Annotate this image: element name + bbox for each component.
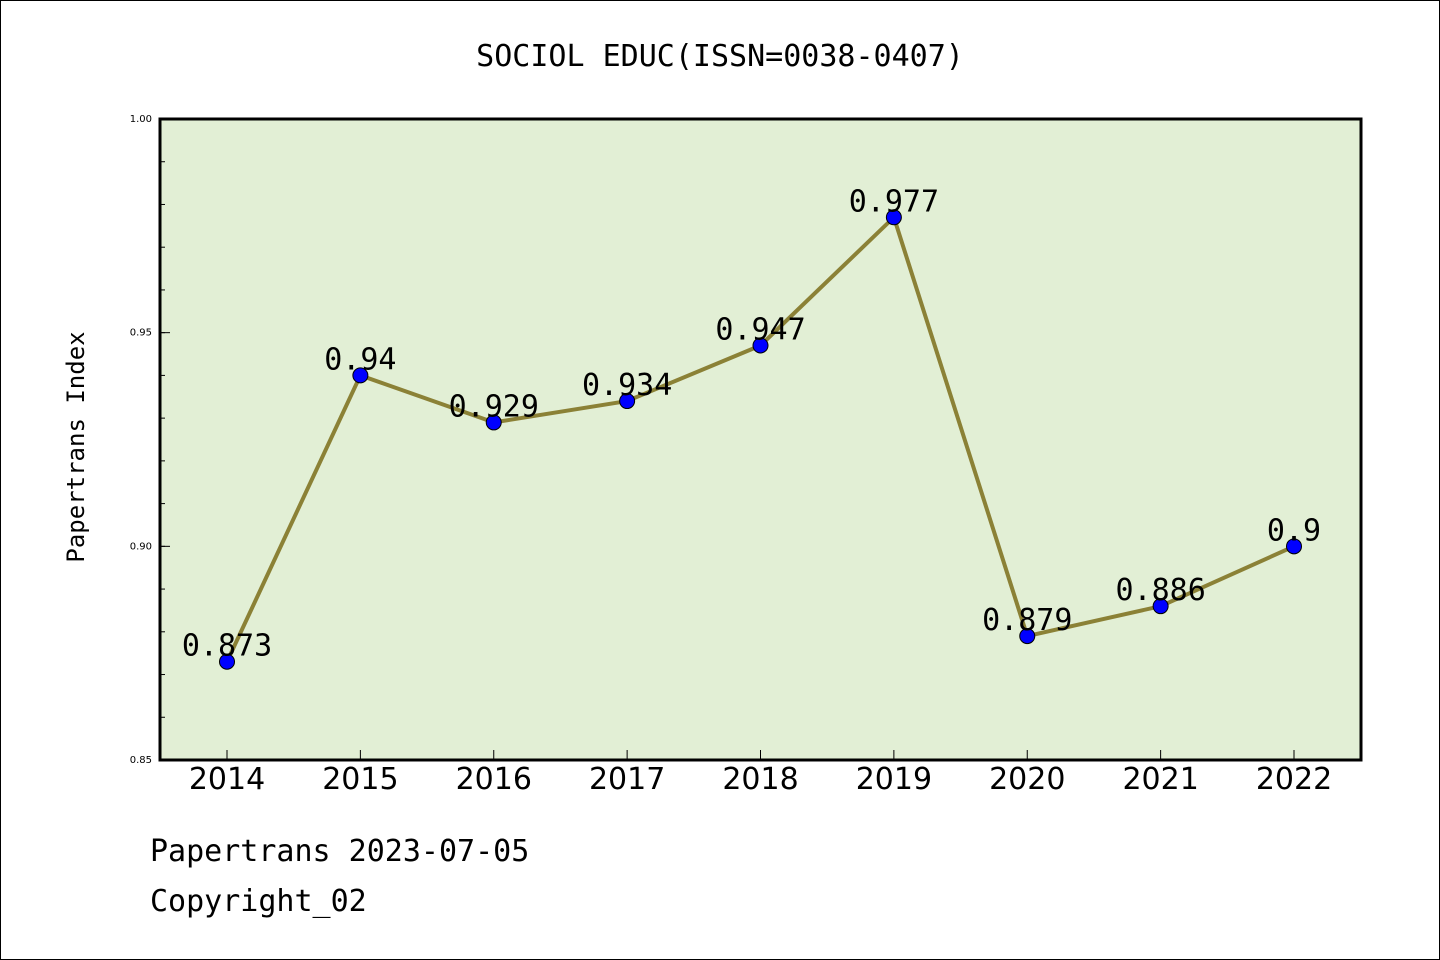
x-tick-label: 2021 <box>1122 762 1198 797</box>
data-point <box>485 414 502 431</box>
x-tick-label: 2018 <box>722 762 798 797</box>
y-axis-label: Papertrans Index <box>62 331 90 562</box>
data-point <box>219 653 235 670</box>
data-point <box>885 209 902 226</box>
data-point <box>619 393 636 410</box>
axis-ticks: 0.85 0.90 0.95 1.00 2014 2015 2016 2017 2018 2019… <box>130 114 1332 797</box>
x-tick-label: 2020 <box>989 762 1065 797</box>
footer-copyright: Copyright_02 <box>150 884 367 919</box>
data-point <box>1152 598 1169 615</box>
x-tick-label: 2014 <box>189 762 265 797</box>
data-label: 0.934 <box>582 368 672 403</box>
plot-area <box>158 117 1363 762</box>
series-layer: 0.873 0.94 0.929 0.934 0.947 0.977 0.879 0.886 0… <box>182 184 1321 670</box>
data-label: 0.879 <box>982 603 1072 638</box>
x-tick-label: 2017 <box>589 762 665 797</box>
data-label: 0.873 <box>182 629 272 664</box>
y-tick-label: 0.85 <box>130 755 152 766</box>
data-label: 0.929 <box>449 389 539 424</box>
x-tick-label: 2015 <box>322 762 398 797</box>
chart-title: SOCIOL EDUC(ISSN=0038-0407) <box>476 39 964 74</box>
data-point <box>752 337 769 354</box>
data-label: 0.886 <box>1115 573 1205 608</box>
y-tick-label: 1.00 <box>130 114 152 125</box>
x-tick-label: 2022 <box>1256 762 1332 797</box>
x-tick-label: 2016 <box>456 762 532 797</box>
y-tick-label: 0.90 <box>130 541 152 552</box>
data-label: 0.977 <box>849 184 939 219</box>
data-label: 0.947 <box>715 312 805 347</box>
data-label: 0.94 <box>324 342 396 377</box>
y-tick-label: 0.95 <box>130 328 152 339</box>
data-label: 0.9 <box>1267 513 1321 548</box>
footer-date: Papertrans 2023-07-05 <box>150 834 530 869</box>
data-point <box>1286 538 1302 555</box>
x-tick-label: 2019 <box>856 762 932 797</box>
data-point <box>352 367 369 384</box>
data-point <box>1019 628 1036 645</box>
